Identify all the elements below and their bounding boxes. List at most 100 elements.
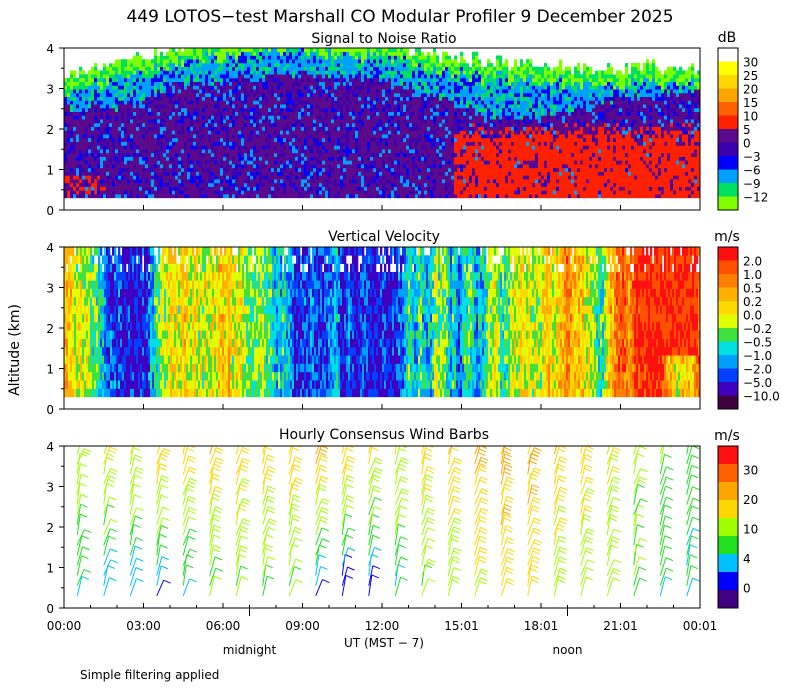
wind-barb-flag	[320, 510, 328, 515]
wind-barb-flag	[692, 577, 700, 582]
wind-barb-flag	[134, 545, 143, 550]
wind-barb	[633, 446, 640, 465]
wind-barb	[182, 446, 189, 465]
wind-barb-flag	[478, 468, 487, 473]
wind-barb-flag	[557, 493, 566, 498]
wind-barb	[76, 529, 85, 546]
wind-barb-flag	[638, 566, 647, 571]
wind-barb-flag	[109, 577, 117, 582]
wind-barb	[686, 505, 693, 526]
wind-barb-flag	[610, 508, 619, 513]
wind-barb-flag	[667, 430, 674, 433]
wind-barb	[156, 506, 163, 526]
wind-barb-flag	[292, 498, 300, 503]
colorbar-label: 0.5	[743, 282, 762, 296]
wind-barb	[368, 565, 374, 586]
wind-barb-flag	[532, 520, 541, 525]
wind-barb	[686, 486, 693, 505]
wind-barb	[129, 578, 137, 597]
wind-barb-flag	[559, 427, 566, 430]
wind-barb-flag	[136, 507, 144, 512]
wind-barb	[447, 508, 456, 526]
wind-barb	[341, 446, 348, 465]
wind-barb-flag	[214, 489, 222, 494]
wind-barb	[659, 485, 666, 505]
wind-barb-flag	[507, 548, 515, 553]
wind-barb	[235, 535, 242, 556]
wind-barb	[315, 554, 320, 576]
wind-barb-flag	[558, 478, 566, 483]
wind-barb	[209, 473, 214, 495]
wind-barb	[156, 446, 161, 455]
wind-barb	[103, 548, 111, 566]
wind-barb-flag	[162, 517, 170, 521]
wind-barb	[76, 535, 83, 556]
wind-barb	[660, 446, 661, 447]
wind-barb-flag	[240, 565, 248, 570]
wind-barb-flag	[532, 556, 540, 560]
barbs-colorbar-unit: m/s	[714, 428, 740, 444]
wind-barb	[686, 535, 692, 556]
wind-barb-flag	[425, 494, 434, 499]
wind-barb	[686, 517, 693, 536]
wind-barb	[209, 525, 215, 546]
wind-barb-flag	[583, 517, 591, 522]
wind-barb	[606, 476, 614, 495]
wind-barb	[76, 576, 83, 596]
wind-barb	[103, 446, 108, 455]
wind-barb-flag	[375, 467, 383, 472]
wind-barb	[659, 476, 667, 495]
wind-barb-flag	[558, 442, 565, 445]
wind-barb	[500, 496, 508, 515]
wind-barb-flag	[216, 429, 223, 432]
wind-barb-flag	[585, 448, 593, 453]
wind-barb	[421, 474, 427, 495]
wind-barb	[607, 446, 608, 447]
wind-barb-flag	[321, 507, 329, 511]
wind-barb-flag	[425, 474, 434, 479]
wind-barb-flag	[240, 529, 248, 534]
wind-barb	[686, 565, 692, 586]
wind-barb	[686, 465, 693, 485]
wind-barb	[341, 513, 346, 536]
wind-barb	[447, 547, 455, 566]
wind-barb-flag	[480, 476, 488, 481]
wind-barb-flag	[453, 520, 461, 525]
wind-barb-flag	[322, 538, 330, 543]
wind-barb	[209, 534, 214, 556]
wind-barb-flag	[372, 488, 381, 493]
wind-barb	[527, 447, 535, 465]
wind-barb-flag	[159, 463, 168, 468]
wind-barb	[633, 556, 640, 576]
colorbar-swatch	[718, 572, 738, 591]
colorbar-swatch	[718, 156, 738, 170]
wind-barb	[262, 518, 270, 536]
wind-barb	[633, 484, 639, 505]
wind-barb-flag	[242, 518, 251, 523]
wind-barb-flag	[213, 509, 222, 514]
wind-barb-flag	[163, 579, 171, 584]
y-tick-label: 3	[46, 83, 54, 97]
colorbar-label: 0.2	[743, 295, 762, 309]
wind-barb-flag	[690, 565, 699, 570]
wind-barb-flag	[611, 438, 618, 441]
wind-barb-flag	[427, 466, 435, 471]
wind-barb-flag	[319, 458, 327, 463]
wind-barb	[447, 476, 455, 495]
wind-barb	[76, 483, 81, 505]
colorbar-swatch	[718, 260, 738, 275]
wind-barb	[156, 475, 163, 495]
wind-barb	[76, 546, 83, 566]
wind-barb-flag	[609, 517, 618, 522]
wind-barb-flag	[427, 538, 436, 542]
wind-barb-flag	[453, 470, 461, 475]
wind-barb-flag	[479, 580, 487, 585]
wind-barb-flag	[372, 477, 380, 482]
wind-barb-flag	[479, 465, 487, 469]
colorbar-frame	[717, 246, 739, 410]
colorbar-label: −1.0	[743, 349, 772, 363]
colorbar-label: 25	[743, 69, 758, 83]
wind-barb	[394, 536, 402, 556]
wind-barb-flag	[321, 527, 330, 532]
colorbar-label: −10.0	[743, 390, 780, 404]
